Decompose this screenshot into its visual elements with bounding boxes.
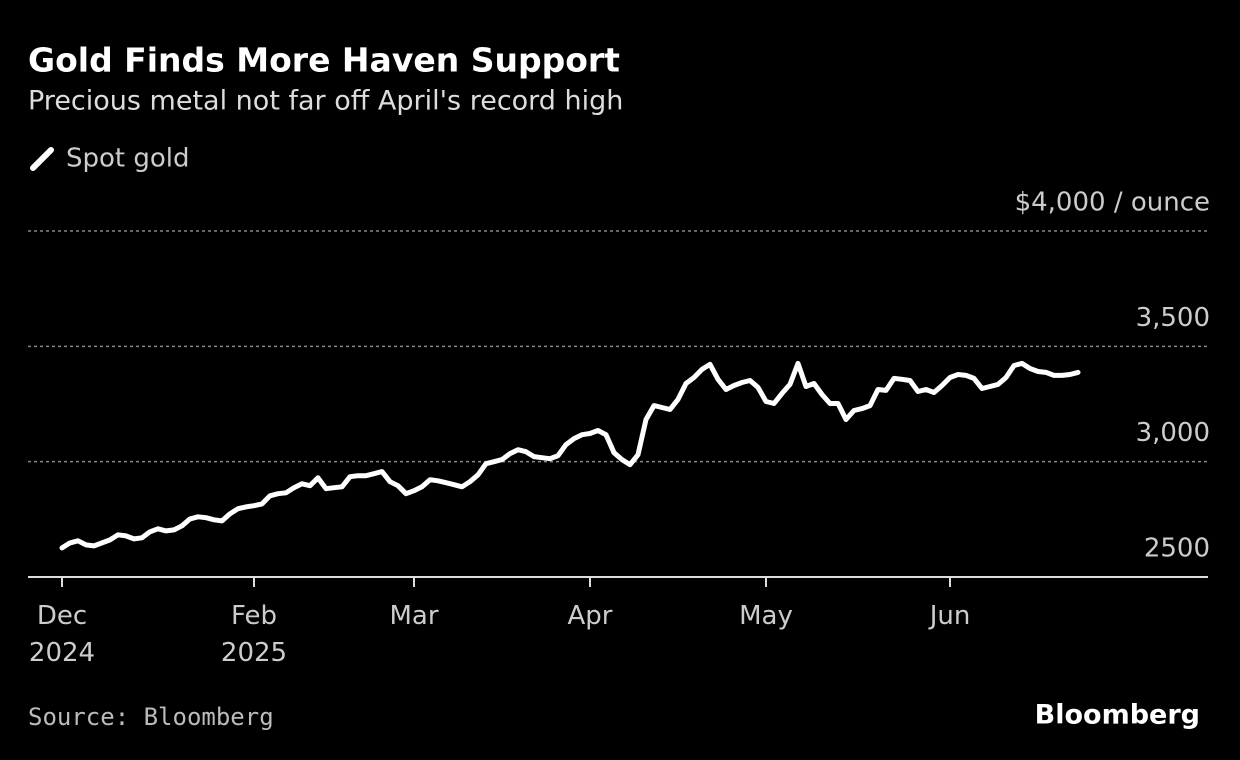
x-tick-label: Feb 2025 [220, 601, 288, 668]
x-tick-label: Apr [567, 601, 613, 631]
source: Source: Bloomberg [28, 703, 274, 731]
y-tick-label: 2500 [1144, 534, 1210, 564]
line-series [59, 360, 1081, 551]
chart-subtitle: Precious metal not far off April's recor… [28, 86, 623, 117]
legend-icon [30, 147, 54, 171]
y-tick-label: 3,000 [1136, 418, 1210, 448]
legend-label: Spot gold [66, 144, 190, 174]
brand: Bloomberg [1035, 700, 1200, 731]
x-tick-label: Jun [929, 601, 971, 631]
x-tick-label: Mar [389, 601, 439, 631]
chart-title: Gold Finds More Haven Support [28, 41, 620, 80]
y-tick-label: 3,500 [1136, 303, 1210, 333]
y-tick-label: $4,000 / ounce [1015, 188, 1210, 218]
x-tick-label: May [739, 601, 793, 631]
x-tick-label: Dec 2024 [28, 601, 96, 668]
